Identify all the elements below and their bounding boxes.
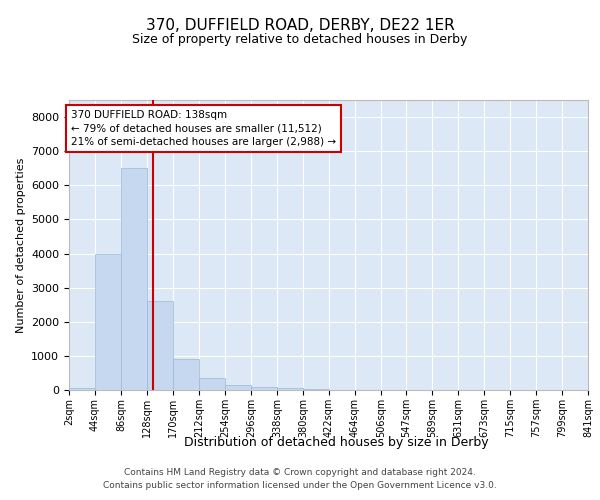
Bar bbox=[121, 168, 147, 390]
Bar bbox=[69, 388, 95, 390]
Text: Contains public sector information licensed under the Open Government Licence v3: Contains public sector information licen… bbox=[103, 482, 497, 490]
Text: Size of property relative to detached houses in Derby: Size of property relative to detached ho… bbox=[133, 32, 467, 46]
Bar bbox=[277, 388, 303, 390]
Text: Contains HM Land Registry data © Crown copyright and database right 2024.: Contains HM Land Registry data © Crown c… bbox=[124, 468, 476, 477]
Bar bbox=[251, 388, 277, 390]
Bar bbox=[147, 302, 173, 390]
Bar bbox=[225, 385, 251, 390]
Bar bbox=[95, 254, 121, 390]
Text: 370, DUFFIELD ROAD, DERBY, DE22 1ER: 370, DUFFIELD ROAD, DERBY, DE22 1ER bbox=[146, 18, 454, 32]
Bar bbox=[303, 389, 329, 390]
Bar bbox=[199, 378, 225, 390]
Bar bbox=[173, 360, 199, 390]
Text: 370 DUFFIELD ROAD: 138sqm
← 79% of detached houses are smaller (11,512)
21% of s: 370 DUFFIELD ROAD: 138sqm ← 79% of detac… bbox=[71, 110, 336, 146]
Text: Distribution of detached houses by size in Derby: Distribution of detached houses by size … bbox=[184, 436, 488, 449]
Y-axis label: Number of detached properties: Number of detached properties bbox=[16, 158, 26, 332]
